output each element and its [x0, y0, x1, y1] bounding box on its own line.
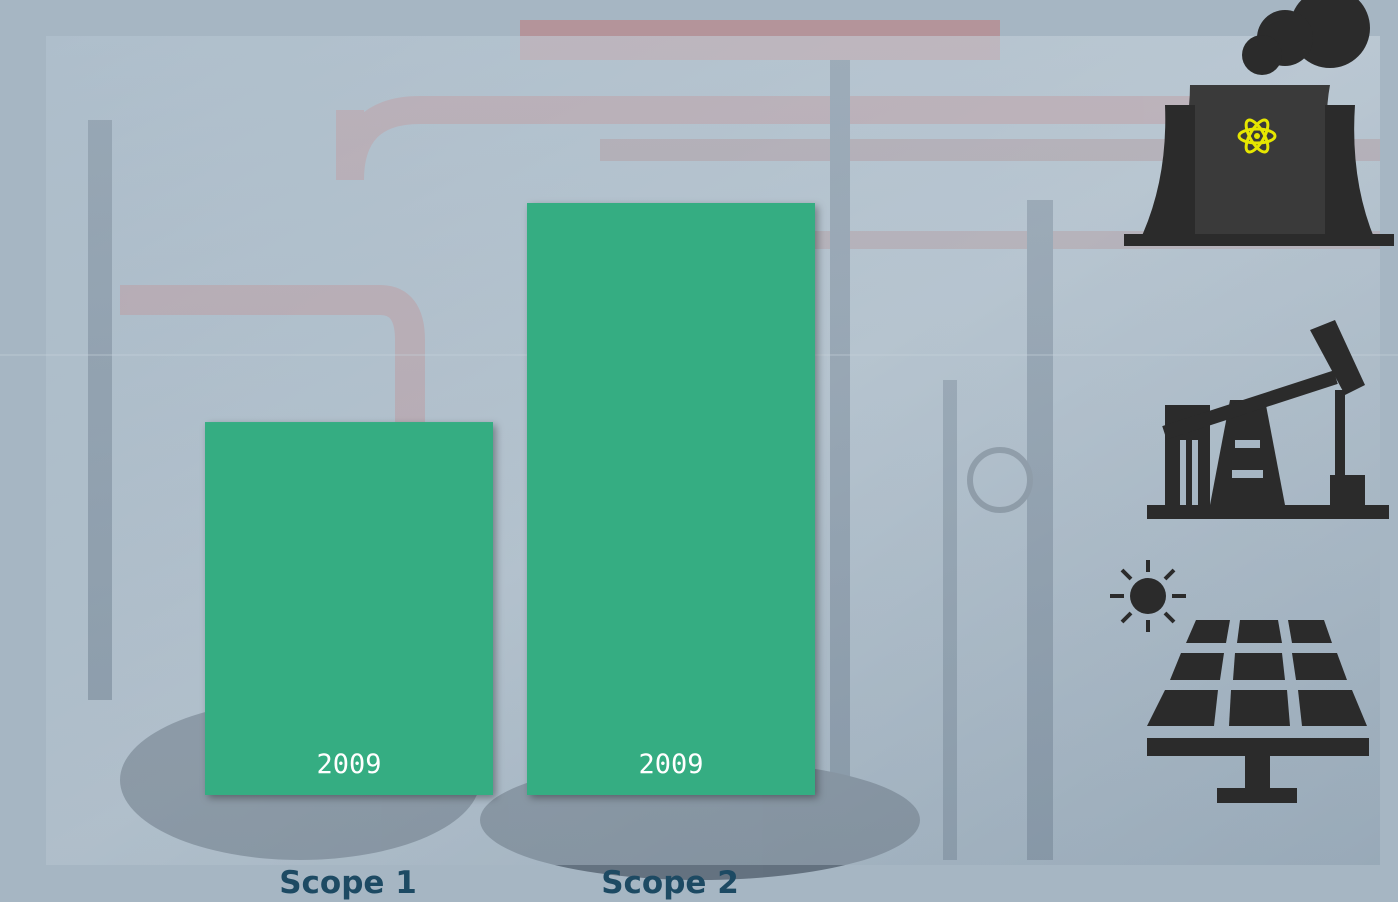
category-label: Scope 2 — [601, 865, 739, 901]
bar — [205, 422, 493, 795]
bar — [527, 203, 815, 795]
nuclear-plant-icon — [1124, 0, 1394, 246]
solar-panel-icon — [1110, 560, 1369, 803]
oil-pump-icon — [1147, 320, 1389, 519]
bar-label: 2009 — [316, 749, 381, 780]
category-label: Scope 1 — [279, 865, 417, 901]
bar-label: 2009 — [638, 749, 703, 780]
